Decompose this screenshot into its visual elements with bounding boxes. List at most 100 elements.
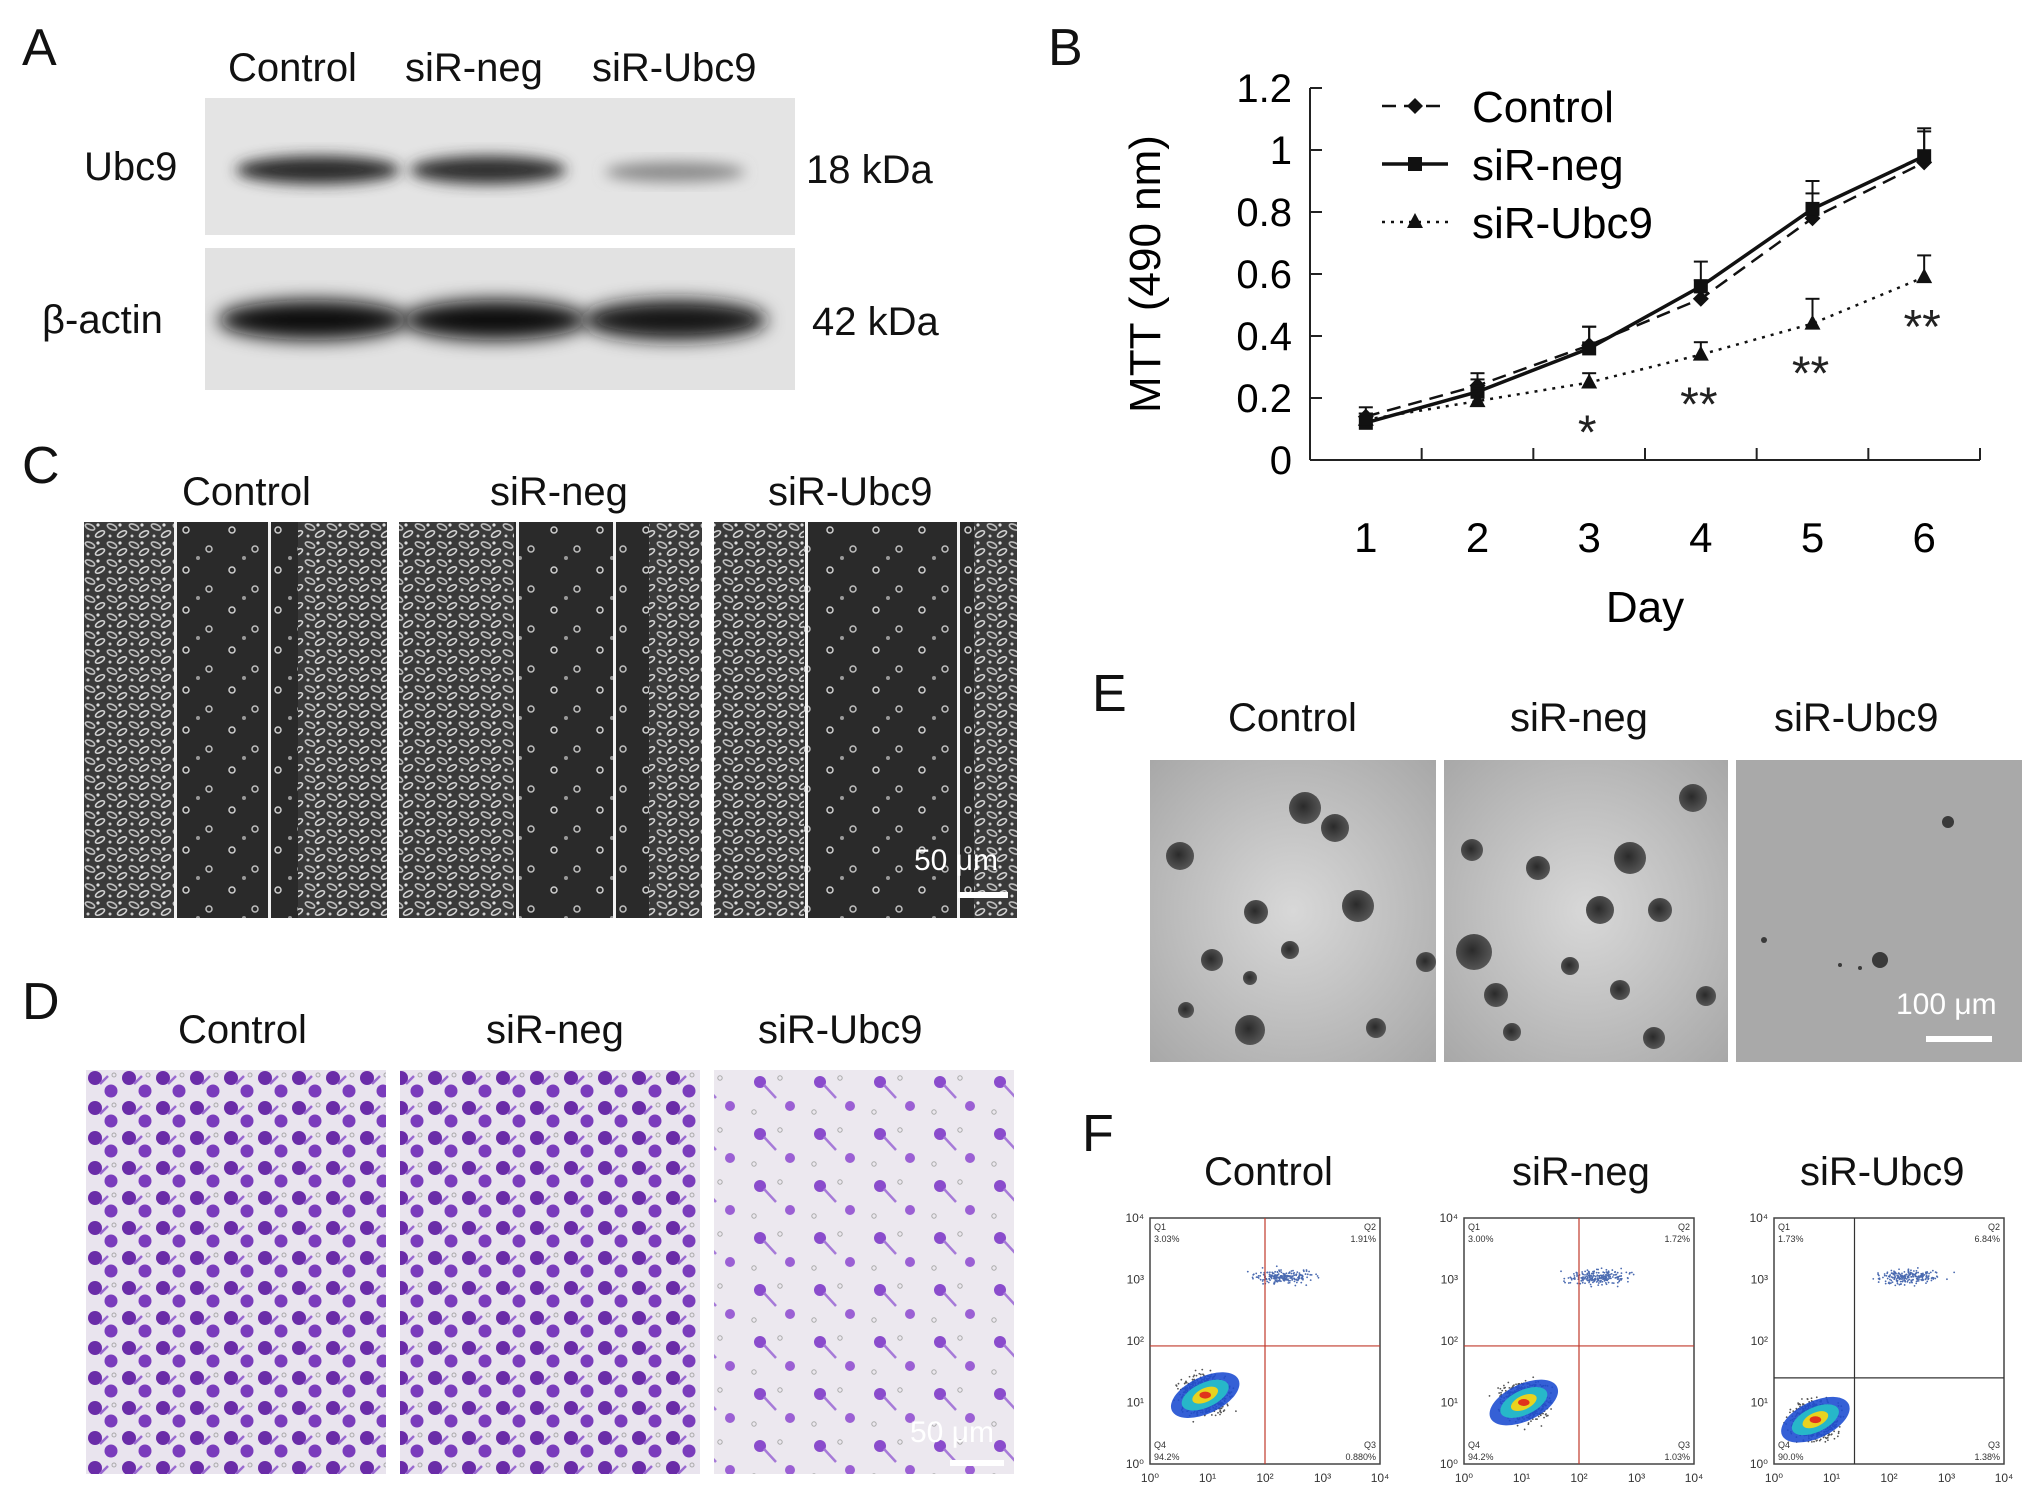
data-point xyxy=(1692,345,1709,361)
event-dot xyxy=(1884,1282,1887,1285)
quadrant-value: 0.880% xyxy=(1345,1452,1376,1462)
event-dot xyxy=(1295,1281,1298,1284)
event-dot xyxy=(1542,1412,1544,1415)
event-dot xyxy=(1896,1282,1899,1285)
event-dot xyxy=(1801,1403,1804,1405)
x-tick-label: 10¹ xyxy=(1199,1471,1216,1485)
event-dot xyxy=(1607,1273,1609,1275)
panel-e-col-control: Control xyxy=(1228,696,1357,740)
event-dot xyxy=(1608,1274,1610,1277)
event-dot xyxy=(1523,1428,1526,1431)
event-dot xyxy=(1926,1271,1929,1274)
event-dot xyxy=(1898,1276,1900,1279)
event-dot xyxy=(1235,1410,1237,1413)
event-dot xyxy=(1298,1276,1301,1279)
event-dot xyxy=(1928,1272,1930,1275)
y-tick-label: 10¹ xyxy=(1441,1396,1458,1410)
event-dot xyxy=(1275,1274,1278,1277)
event-dot xyxy=(1267,1281,1270,1284)
y-tick-label: 10³ xyxy=(1751,1273,1768,1287)
event-dot xyxy=(1611,1276,1614,1278)
event-dot xyxy=(1195,1374,1198,1377)
event-dot xyxy=(1537,1415,1540,1418)
event-dot xyxy=(1581,1278,1584,1281)
x-tick-label: 10⁴ xyxy=(1685,1471,1704,1485)
event-dot xyxy=(1536,1418,1538,1421)
quadrant-value: 1.03% xyxy=(1664,1452,1690,1462)
quadrant-name: Q1 xyxy=(1468,1222,1480,1232)
panel-d-scale-bar xyxy=(950,1460,1004,1466)
event-dot xyxy=(1616,1278,1619,1281)
x-tick-label: 3 xyxy=(1577,514,1600,561)
event-dot xyxy=(1545,1413,1547,1415)
event-dot xyxy=(1201,1368,1204,1371)
event-dot xyxy=(1946,1278,1948,1281)
event-dot xyxy=(1898,1268,1900,1271)
chart-series: ******* xyxy=(1357,127,1941,460)
event-dot xyxy=(1300,1281,1303,1284)
event-dot xyxy=(1290,1270,1293,1272)
flow-cytometry-plots: Q13.03%Q21.91%Q494.2%Q30.880%10⁰10⁰10¹10… xyxy=(1125,1211,2013,1485)
panel-a-label: A xyxy=(22,19,57,77)
event-dot xyxy=(1586,1279,1589,1282)
event-dot xyxy=(1890,1279,1893,1282)
event-dot xyxy=(1599,1274,1602,1277)
event-dot xyxy=(1274,1279,1277,1282)
event-dot xyxy=(1310,1273,1313,1276)
event-dot xyxy=(1527,1423,1530,1426)
event-dot xyxy=(1893,1270,1895,1273)
event-dot xyxy=(1499,1387,1502,1390)
event-dot xyxy=(1891,1281,1894,1284)
event-dot xyxy=(1255,1276,1258,1279)
event-dot xyxy=(1889,1282,1892,1284)
event-dot xyxy=(1282,1272,1285,1275)
event-dot xyxy=(1929,1271,1932,1274)
data-point xyxy=(1357,410,1374,426)
density-peak xyxy=(1809,1416,1822,1424)
event-dot xyxy=(1925,1282,1927,1285)
event-dot xyxy=(1886,1272,1889,1275)
event-dot xyxy=(1901,1280,1904,1283)
event-dot xyxy=(1600,1267,1603,1270)
event-dot xyxy=(1917,1278,1920,1281)
event-dot xyxy=(1583,1277,1586,1280)
event-dot xyxy=(1910,1275,1913,1278)
event-dot xyxy=(1935,1275,1938,1278)
event-dot xyxy=(1268,1271,1271,1274)
event-dot xyxy=(1891,1272,1894,1275)
event-dot xyxy=(1570,1277,1573,1280)
event-dot xyxy=(1927,1275,1930,1277)
event-dot xyxy=(1893,1273,1896,1276)
event-dot xyxy=(1584,1276,1587,1278)
event-dot xyxy=(1277,1276,1280,1279)
event-dot xyxy=(1581,1272,1584,1275)
x-tick-label: 2 xyxy=(1466,514,1489,561)
event-dot xyxy=(1789,1408,1792,1411)
event-dot xyxy=(1569,1281,1572,1284)
event-dot xyxy=(1877,1273,1880,1276)
panel-d-label: D xyxy=(22,973,60,1031)
event-dot xyxy=(1798,1403,1801,1405)
event-dot xyxy=(1308,1270,1310,1273)
event-dot xyxy=(1601,1276,1604,1279)
event-dot xyxy=(1579,1282,1582,1285)
event-dot xyxy=(1278,1278,1281,1281)
event-dot xyxy=(1286,1275,1288,1278)
x-tick-label: 5 xyxy=(1801,514,1824,561)
series-line xyxy=(1365,275,1925,421)
legend-label: Control xyxy=(1472,83,1614,132)
event-dot xyxy=(1934,1277,1937,1280)
x-tick-label: 1 xyxy=(1354,514,1377,561)
event-dot xyxy=(1595,1281,1598,1283)
event-dot xyxy=(1924,1271,1927,1274)
event-dot xyxy=(1569,1276,1572,1279)
event-dot xyxy=(1586,1269,1589,1272)
event-dot xyxy=(1609,1275,1612,1278)
event-dot xyxy=(1592,1279,1595,1281)
event-dot xyxy=(1584,1270,1587,1273)
event-dot xyxy=(1278,1270,1281,1273)
quadrant-value: 1.72% xyxy=(1664,1234,1690,1244)
event-dot xyxy=(1915,1282,1918,1285)
event-dot xyxy=(1627,1280,1629,1283)
event-dot xyxy=(1180,1378,1183,1381)
